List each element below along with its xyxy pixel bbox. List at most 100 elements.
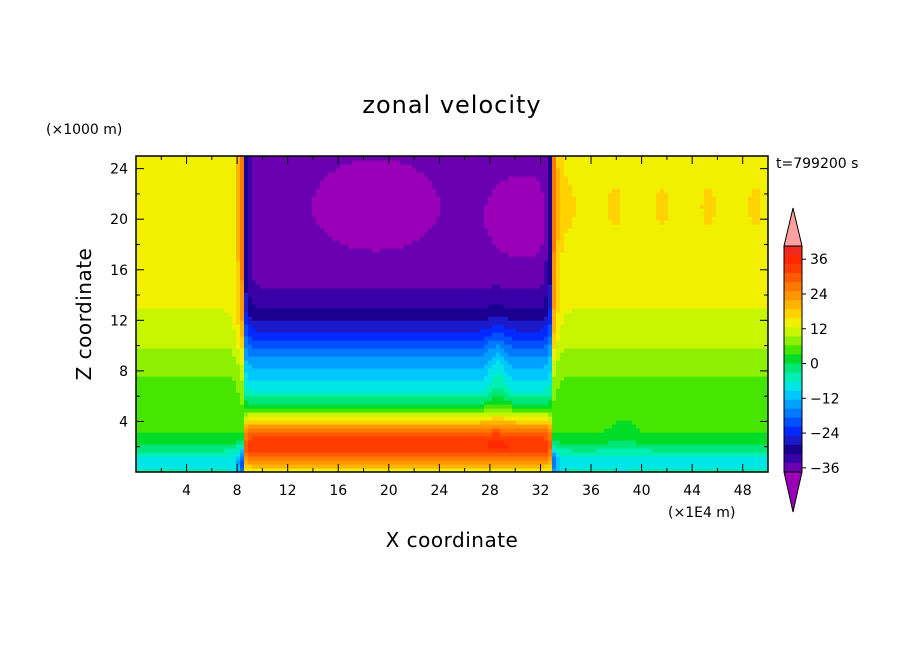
heatmap-cell (492, 388, 497, 393)
heatmap-cell (448, 368, 453, 373)
heatmap-cell (692, 468, 697, 472)
heatmap-cell (548, 420, 553, 425)
heatmap-cell (520, 412, 525, 417)
heatmap-cell (188, 444, 193, 449)
heatmap-cell (400, 420, 405, 425)
heatmap-cell (208, 348, 213, 353)
heatmap-cell (476, 468, 481, 472)
heatmap-cell (740, 408, 745, 413)
heatmap-cell (380, 360, 385, 365)
heatmap-cell (428, 348, 433, 353)
heatmap-cell (664, 420, 669, 425)
heatmap-cell (196, 388, 201, 393)
heatmap-cell (480, 388, 485, 393)
heatmap-cell (444, 348, 449, 353)
heatmap-cell (520, 380, 525, 385)
heatmap-cell (312, 460, 317, 465)
heatmap-cell (444, 396, 449, 401)
heatmap-cell (328, 456, 333, 461)
heatmap-cell (540, 448, 545, 453)
heatmap-cell (672, 356, 677, 361)
heatmap-cell (516, 412, 521, 417)
heatmap-cell (256, 420, 261, 425)
heatmap-cell (756, 456, 761, 461)
heatmap-cell (436, 408, 441, 413)
heatmap-cell (308, 344, 313, 349)
heatmap-cell (416, 456, 421, 461)
heatmap-cell (428, 460, 433, 465)
heatmap-cell (736, 348, 741, 353)
heatmap-cell (424, 380, 429, 385)
heatmap-cell (472, 344, 477, 349)
heatmap-cell (588, 392, 593, 397)
heatmap-cell (740, 364, 745, 369)
heatmap-cell (524, 356, 529, 361)
heatmap-cell (280, 356, 285, 361)
heatmap-cell (436, 368, 441, 373)
heatmap-cell (556, 456, 561, 461)
heatmap-cell (636, 352, 641, 357)
heatmap-cell (644, 440, 649, 445)
heatmap-cell (396, 344, 401, 349)
heatmap-cell (448, 408, 453, 413)
heatmap-cell (596, 408, 601, 413)
heatmap-cell (152, 416, 157, 421)
heatmap-cell (360, 404, 365, 409)
heatmap-cell (144, 376, 149, 381)
heatmap-cell (612, 364, 617, 369)
heatmap-cell (308, 352, 313, 357)
heatmap-cell (144, 432, 149, 437)
heatmap-cell (560, 412, 565, 417)
heatmap-cell (476, 412, 481, 417)
heatmap-cell (748, 428, 753, 433)
heatmap-cell (580, 448, 585, 453)
heatmap-cell (188, 468, 193, 472)
heatmap-cell (160, 412, 165, 417)
heatmap-cell (172, 460, 177, 465)
heatmap-cell (728, 464, 733, 469)
heatmap-cell (728, 364, 733, 369)
heatmap-cell (668, 424, 673, 429)
heatmap-cell (620, 412, 625, 417)
heatmap-cell (140, 452, 145, 457)
heatmap-cell (544, 372, 549, 377)
heatmap-cell (188, 356, 193, 361)
heatmap-cell (508, 392, 513, 397)
heatmap-cell (288, 400, 293, 405)
heatmap-cell (596, 432, 601, 437)
heatmap-cell (628, 456, 633, 461)
heatmap-cell (460, 460, 465, 465)
heatmap-cell (168, 452, 173, 457)
heatmap-cell (192, 352, 197, 357)
heatmap-cell (608, 376, 613, 381)
heatmap-cell (148, 452, 153, 457)
heatmap-cell (356, 352, 361, 357)
heatmap-cell (368, 404, 373, 409)
heatmap-cell (284, 360, 289, 365)
heatmap-cell (624, 452, 629, 457)
heatmap-cell (232, 396, 237, 401)
heatmap-cell (560, 368, 565, 373)
heatmap-cell (604, 352, 609, 357)
heatmap-cell (500, 400, 505, 405)
heatmap-cell (264, 372, 269, 377)
heatmap-cell (156, 452, 161, 457)
heatmap-cell (684, 372, 689, 377)
heatmap-cell (744, 424, 749, 429)
heatmap-cell (684, 448, 689, 453)
heatmap-cell (488, 428, 493, 433)
heatmap-cell (480, 376, 485, 381)
heatmap-cell (288, 352, 293, 357)
heatmap-cell (248, 464, 253, 469)
heatmap-cell (216, 364, 221, 369)
heatmap-cell (380, 452, 385, 457)
heatmap-cell (276, 412, 281, 417)
heatmap-cell (640, 388, 645, 393)
heatmap-cell (412, 464, 417, 469)
heatmap-cell (372, 344, 377, 349)
heatmap-cell (740, 444, 745, 449)
heatmap-cell (508, 396, 513, 401)
heatmap-cell (524, 372, 529, 377)
heatmap-cell (728, 468, 733, 472)
heatmap-cell (616, 436, 621, 441)
